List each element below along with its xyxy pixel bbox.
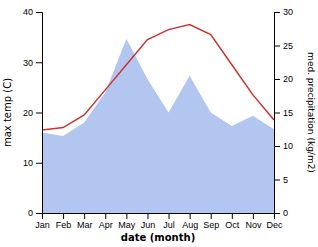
tick-label: Sep [203,220,219,230]
line [42,25,274,131]
tick: 30 [23,58,42,68]
tick: 30 [274,7,293,17]
tick-label: May [118,220,136,230]
tick: 15 [274,108,293,118]
marks [42,25,274,213]
tick: 20 [23,108,42,118]
tick-mark [36,163,42,164]
axis-domain [275,13,281,214]
tick: 5 [274,175,288,185]
tick-mark [36,62,42,63]
x-axis-title: date (month) [121,232,195,243]
tick-mark [211,213,212,219]
tick-mark [274,46,280,47]
tick: 20 [274,74,293,84]
tick-label: 30 [23,58,33,68]
tick: 0 [274,208,288,218]
tick-mark [274,12,280,13]
tick-label: 20 [283,74,293,84]
tick-mark [274,113,280,114]
tick: Oct [225,213,240,230]
tick-label: 15 [283,108,293,118]
tick-mark [63,213,64,219]
tick-label: Nov [245,220,262,230]
tick: Jul [163,213,175,230]
tick-mark [274,146,280,147]
tick-label: 10 [23,158,33,168]
tick: Aug [182,213,198,230]
y2-axis: 0 5 10 15 20 25 30 [274,7,293,218]
tick-mark [84,213,85,219]
tick: 0 [28,208,42,218]
tick: 10 [23,158,42,168]
tick-mark [126,213,127,219]
tick-mark [36,12,42,13]
area [42,39,274,213]
tick-label: Dec [266,220,283,230]
axis-domain [36,13,43,214]
tick-label: Jul [163,220,175,230]
axis-domain [43,214,275,220]
tick: Nov [245,213,262,230]
tick: Jun [141,213,156,230]
tick-label: Oct [225,220,240,230]
tick: Feb [56,213,72,230]
tick-mark [274,79,280,80]
tick-label: 30 [283,7,293,17]
x-axis: Jan Feb Mar Apr May Jun Jul Aug Sep Oct Nov Dec [35,213,283,230]
tick-label: 20 [23,108,33,118]
tick: Sep [203,213,219,230]
tick-mark [36,213,42,214]
tick: 25 [274,41,293,51]
tick: 10 [274,141,293,151]
tick-label: 0 [283,208,288,218]
tick-mark [169,213,170,219]
tick-mark [274,180,280,181]
chart: 010203040051015202530JanFebMarAprMayJunJ… [0,0,318,247]
tick: Apr [99,213,113,230]
tick-label: 40 [23,7,33,17]
tick-mark [232,213,233,219]
tick-label: Mar [77,220,93,230]
tick-mark [274,213,275,219]
y2-axis-title: med. precipitation (kg/m2) [306,52,316,173]
tick-label: Jan [35,220,50,230]
tick-mark [105,213,106,219]
y-axis: 0 10 20 30 40 [23,7,43,218]
tick-label: Feb [56,220,72,230]
y-axis-title: max temp (C) [2,78,13,147]
plot: 010203040051015202530JanFebMarAprMayJunJ… [23,7,293,230]
tick: May [118,213,136,230]
tick-mark [147,213,148,219]
tick-mark [253,213,254,219]
tick-label: Jun [141,220,156,230]
tick-mark [190,213,191,219]
tick-label: 25 [283,41,293,51]
tick-mark [42,213,43,219]
tick-label: Apr [99,220,113,230]
tick-label: Aug [182,220,198,230]
tick-label: 0 [28,208,33,218]
tick-label: 10 [283,141,293,151]
tick: Dec [266,213,283,230]
tick-label: 5 [283,175,288,185]
tick: Mar [77,213,93,230]
tick-mark [36,113,42,114]
tick: 40 [23,7,42,17]
tick: Jan [35,213,50,230]
